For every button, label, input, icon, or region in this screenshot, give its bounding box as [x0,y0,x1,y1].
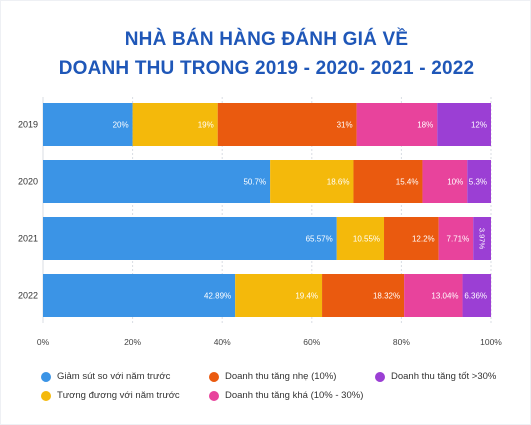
bar-segment-2019-s4 [437,103,491,146]
bar-segment-2022-s2 [322,274,405,317]
bar-segment-2020-s1 [270,160,354,203]
data-label-2021-s0: 65.57% [306,235,333,244]
data-label-2022-s3: 13.04% [431,292,458,301]
bar-segment-2022-s3 [404,274,463,317]
legend-label-decline: Giảm sút so với năm trước [57,371,171,382]
bar-segment-2021-s1 [336,217,385,260]
data-label-2021-s2: 12.2% [412,235,435,244]
legend-label-good-increase: Doanh thu tăng khá (10% - 30%) [225,390,364,401]
chart-title-line-2: DOANH THU TRONG 2019 - 2020- 2021 - 2022 [58,58,475,79]
data-label-2019-s3: 18% [417,121,433,130]
x-tick-label-5: 100% [480,337,502,347]
legend-item-slight-increase: Doanh thu tăng nhẹ (10%) [209,371,336,382]
data-label-2022-s1: 19.4% [295,292,318,301]
data-label-2020-s4: 5.3% [469,178,487,187]
legend-swatch-slight-increase [209,371,219,382]
data-label-2019-s0: 20% [113,121,129,130]
bar-segment-2019-s0 [43,103,133,146]
legend-item-good-increase: Doanh thu tăng khá (10% - 30%) [209,390,363,401]
bar-segment-2019-s3 [356,103,438,146]
legend-item-same: Tương đương với năm trước [41,390,180,401]
chart-title-line-1: NHÀ BÁN HÀNG ĐÁNH GIÁ VỀ [124,29,409,50]
legend-label-strong-increase: Doanh thu tăng tốt >30% [391,371,497,382]
bar-segment-2022-s1 [235,274,323,317]
stacked-bar-chart: 0% 20% 40% 60% 80% 100% 2019 20% 19% 31% 18% 12% 202… [18,97,502,347]
bar-segment-2021-s2 [384,217,439,260]
bar-segment-2021-s3 [438,217,474,260]
legend-label-slight-increase: Doanh thu tăng nhẹ (10%) [225,371,337,382]
data-label-2019-s1: 19% [198,121,214,130]
bar-segment-2020-s0 [43,160,271,203]
bar-segment-2019-s2 [217,103,357,146]
bar-segment-2020-s4 [467,160,491,203]
y-category-label-2020: 2020 [18,177,38,187]
bar-segment-2020-s3 [422,160,468,203]
data-label-2022-s2: 18.32% [373,292,400,301]
y-category-label-2021: 2021 [18,234,38,244]
y-category-label-2019: 2019 [18,120,38,130]
data-label-2020-s0: 50.7% [243,178,266,187]
data-label-2022-s0: 42.89% [204,292,231,301]
data-label-2021-s1: 10.55% [353,235,380,244]
data-label-2020-s3: 10% [447,178,463,187]
x-tick-label-0: 0% [37,337,50,347]
bar-segment-2022-s4 [462,274,492,317]
legend-label-same: Tương đương với năm trước [57,390,180,401]
bar-segment-2021-s4 [473,217,491,260]
legend-item-decline: Giảm sút so với năm trước [41,371,170,382]
bar-segment-2019-s1 [132,103,218,146]
bar-segment-2020-s2 [353,160,423,203]
data-label-2020-s1: 18.6% [327,178,350,187]
bar-segment-2021-s0 [43,217,337,260]
legend-item-strong-increase: Doanh thu tăng tốt >30% [375,371,496,382]
data-label-2022-s4: 6.36% [464,292,487,301]
data-label-2021-s4: 3.97% [478,228,487,250]
x-tick-label-3: 60% [303,337,320,347]
data-label-2021-s3: 7.71% [447,235,470,244]
x-tick-label-2: 40% [214,337,231,347]
x-tick-label-4: 80% [393,337,410,347]
data-label-2019-s4: 12% [471,121,487,130]
legend-swatch-decline [41,371,51,382]
y-category-label-2022: 2022 [18,291,38,301]
legend-swatch-same [41,390,51,401]
legend-swatch-strong-increase [375,371,385,382]
x-tick-label-1: 20% [124,337,141,347]
bar-segment-2022-s0 [43,274,236,317]
legend-swatch-good-increase [209,390,219,401]
data-label-2020-s2: 15.4% [396,178,419,187]
data-label-2019-s2: 31% [337,121,353,130]
chart-legend: Giảm sút so với năm trước Doanh thu tăng… [1,363,531,423]
